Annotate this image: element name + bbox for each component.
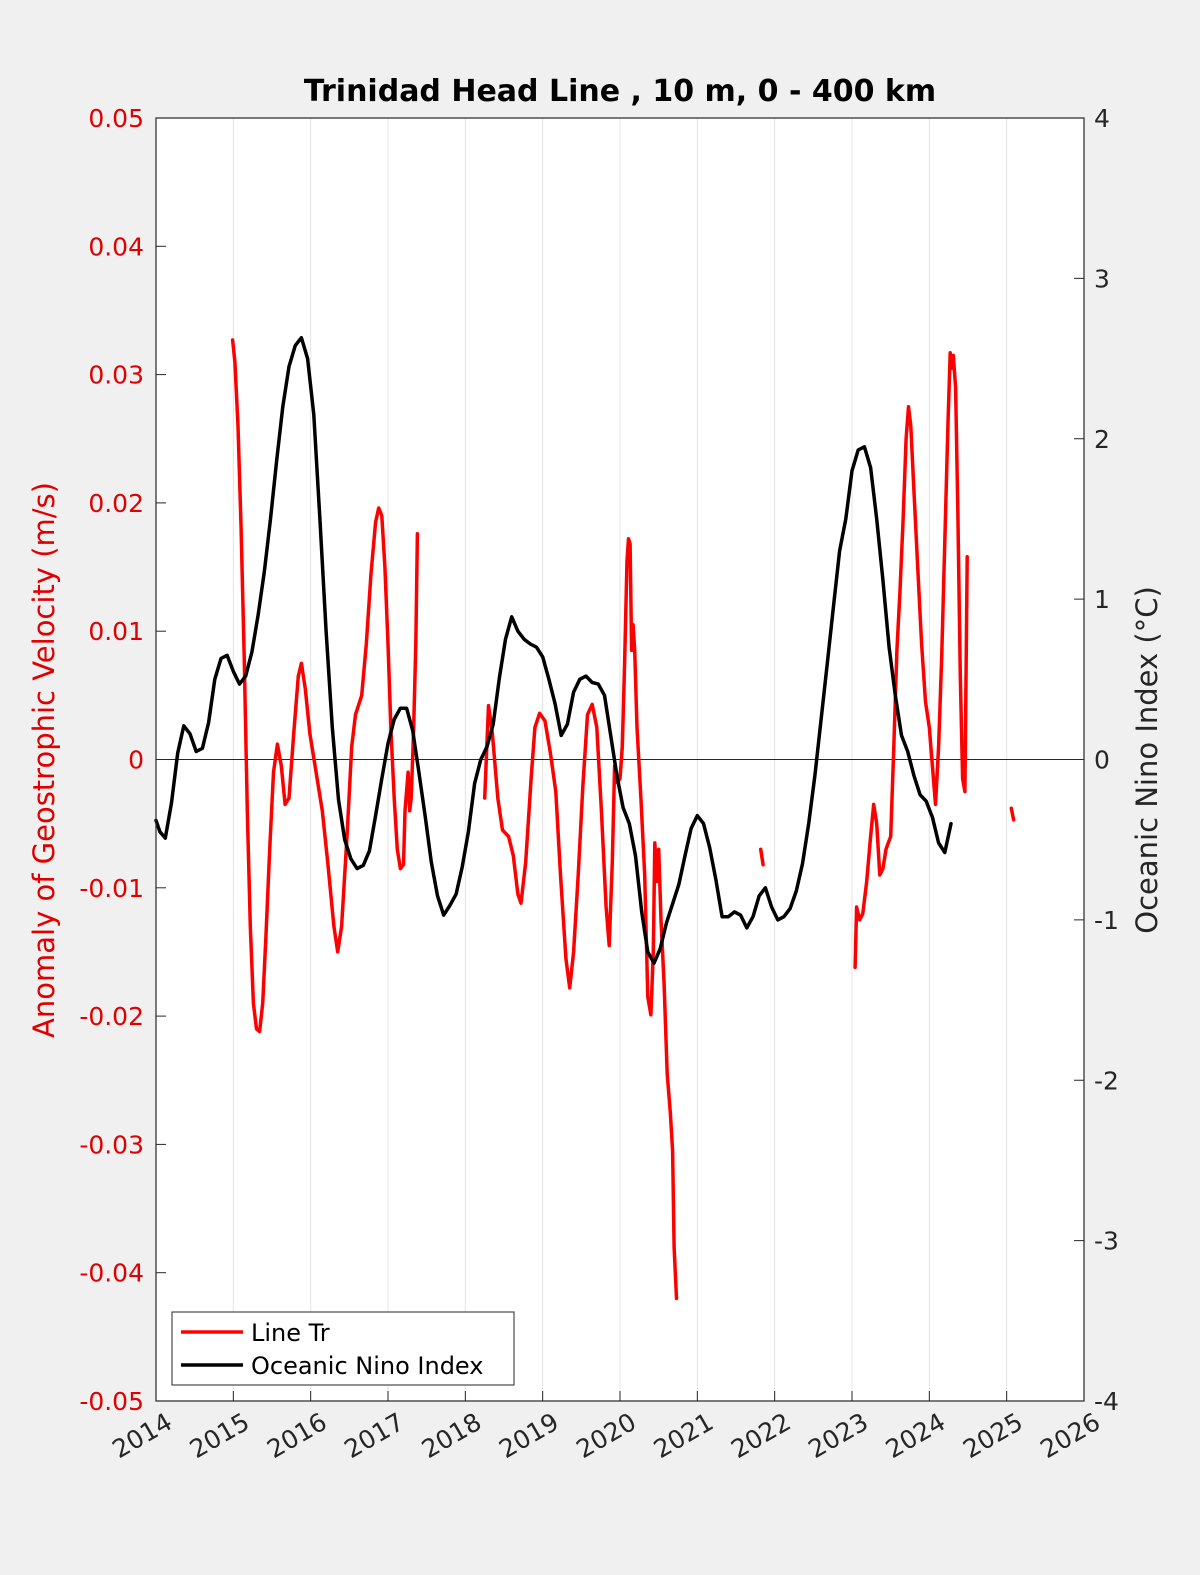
y-right-tick-label: -1 [1094,906,1119,935]
y-right-tick-label: 2 [1094,425,1110,454]
y-left-tick-label: -0.02 [79,1002,144,1031]
x-tick-label: 2021 [649,1407,719,1464]
y-right-tick-label: -2 [1094,1066,1119,1095]
x-tick-label: 2015 [185,1407,255,1464]
legend-label-line-tr: Line Tr [251,1319,330,1347]
x-tick-label: 2016 [262,1407,332,1464]
y-left-tick-label: -0.05 [79,1387,144,1416]
y-right-tick-label: 4 [1094,104,1110,133]
x-tick-label: 2019 [494,1407,564,1464]
y-left-tick-label: 0.04 [88,232,144,261]
series-line-tr-segment [1009,806,1016,822]
x-tick-label: 2024 [881,1407,951,1464]
y-left-tick-label: 0.01 [88,617,144,646]
y-right-tick-label: -4 [1094,1387,1119,1416]
x-axis-ticks: 2014 2015 2016 2017 2018 2019 2020 2021 2022 2023… [107,1391,1105,1464]
y-right-tick-label: 0 [1094,746,1110,775]
series-line-tr-segment [482,537,679,1301]
y-axis-label-left: Anomaly of Geostrophic Velocity (m/s) [27,482,61,1038]
y-axis-label-right: Oceanic Nino Index (°C) [1130,586,1164,934]
y-left-tick-label: 0.05 [88,104,144,133]
y-right-tick-label: 1 [1094,585,1110,614]
y-left-tick-label: -0.04 [79,1259,144,1288]
y-left-tick-label: -0.01 [79,874,144,903]
x-tick-label: 2017 [339,1407,409,1464]
legend: Line Tr Oceanic Nino Index [171,1311,515,1386]
x-tick-label: 2026 [1035,1407,1105,1464]
x-tick-label: 2022 [726,1407,796,1464]
series-oceanic-nino-index [154,335,953,965]
x-tick-label: 2018 [417,1407,487,1464]
x-tick-label: 2020 [571,1407,641,1464]
legend-box [171,1311,515,1386]
right-axis-ticks: 4 3 2 1 0 -1 -2 -3 -4 [1074,104,1119,1416]
y-left-tick-label: -0.03 [79,1130,144,1159]
left-axis-ticks: 0.05 0.04 0.03 0.02 0.01 0 -0.01 -0.02 -0.03 -0.0… [79,104,166,1416]
series-layer [154,335,1016,1301]
y-left-tick-label: 0 [128,746,144,775]
chart-title: Trinidad Head Line , 10 m, 0 - 400 km [304,74,936,109]
legend-label-oni: Oceanic Nino Index [251,1352,483,1380]
series-line-tr-segment [853,351,969,970]
x-tick-label: 2025 [958,1407,1028,1464]
x-tick-label: 2023 [803,1407,873,1464]
series-line-tr-segment [758,847,765,867]
y-right-tick-label: 3 [1094,264,1110,293]
y-right-tick-label: -3 [1094,1227,1119,1256]
y-left-tick-label: 0.02 [88,489,144,518]
series-line-tr-segment [230,338,420,1034]
y-left-tick-label: 0.03 [88,361,144,390]
